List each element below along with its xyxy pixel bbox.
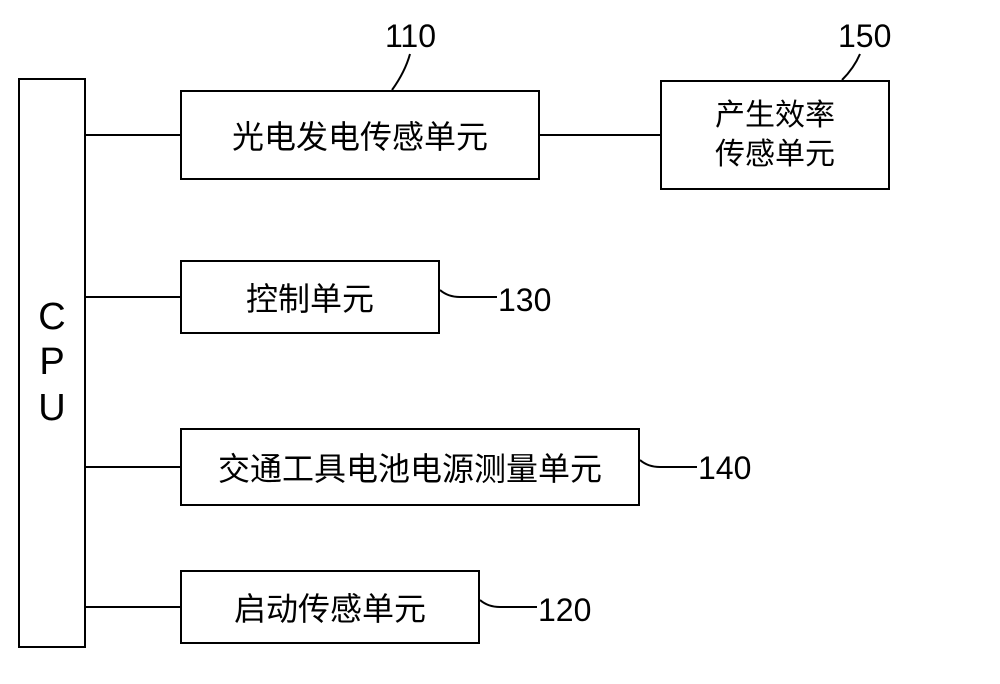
cpu-block: C P U <box>18 78 86 648</box>
block-110-text: 光电发电传感单元 <box>232 112 488 158</box>
block-120: 启动传感单元 <box>180 570 480 644</box>
label-130: 130 <box>498 282 551 319</box>
cpu-text-u: U <box>38 386 65 432</box>
label-150: 150 <box>838 18 891 55</box>
block-140-text: 交通工具电池电源测量单元 <box>218 444 602 490</box>
diagram-canvas: C P U 光电发电传感单元 产生效率 传感单元 控制单元 交通工具电池电源测量… <box>0 0 1000 684</box>
block-120-text: 启动传感单元 <box>234 584 426 630</box>
edge-cpu-120 <box>86 606 180 608</box>
block-150-text-1: 产生效率 <box>715 96 835 135</box>
edge-cpu-130 <box>86 296 180 298</box>
label-120-text: 120 <box>538 592 591 628</box>
block-140: 交通工具电池电源测量单元 <box>180 428 640 506</box>
block-110: 光电发电传感单元 <box>180 90 540 180</box>
label-140: 140 <box>698 450 751 487</box>
block-130-text: 控制单元 <box>246 274 374 320</box>
edge-cpu-110 <box>86 134 180 136</box>
label-130-text: 130 <box>498 282 551 318</box>
edge-110-150 <box>540 134 660 136</box>
block-150: 产生效率 传感单元 <box>660 80 890 190</box>
label-120: 120 <box>538 592 591 629</box>
block-130: 控制单元 <box>180 260 440 334</box>
label-110-text: 110 <box>385 18 436 54</box>
block-150-text-2: 传感单元 <box>715 135 835 174</box>
label-140-text: 140 <box>698 450 751 486</box>
edge-cpu-140 <box>86 466 180 468</box>
label-110: 110 <box>385 18 436 55</box>
cpu-text-c: C <box>38 295 65 341</box>
cpu-text-p: P <box>39 340 64 386</box>
label-150-text: 150 <box>838 18 891 54</box>
